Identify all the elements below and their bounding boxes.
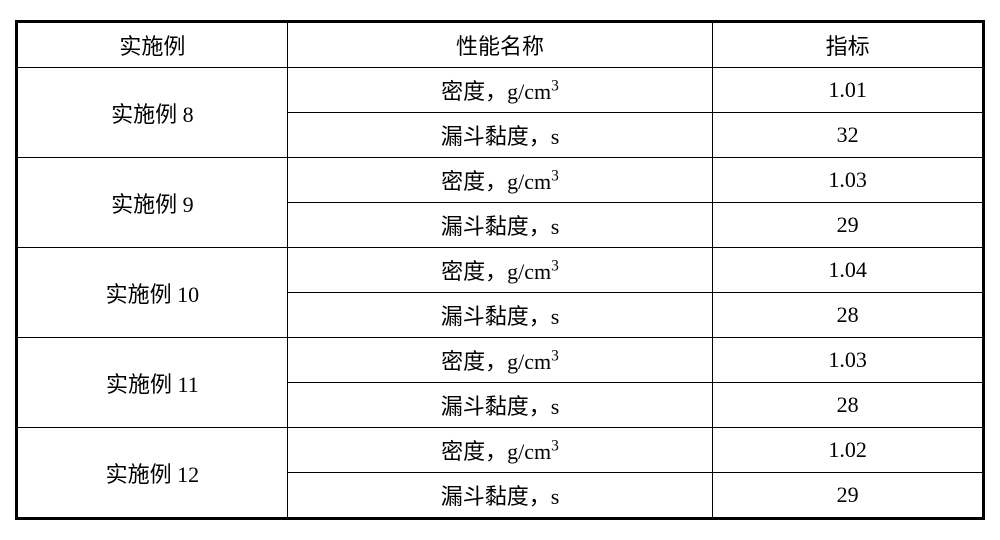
property-cell: 漏斗黏度，s — [287, 293, 712, 338]
value-cell: 29 — [713, 203, 984, 248]
table-row: 实施例 10 密度，g/cm3 1.04 — [17, 248, 984, 293]
value-cell: 1.03 — [713, 338, 984, 383]
property-cell: 密度，g/cm3 — [287, 428, 712, 473]
property-cell: 密度，g/cm3 — [287, 158, 712, 203]
property-cell: 漏斗黏度，s — [287, 473, 712, 519]
example-cell: 实施例 11 — [17, 338, 288, 428]
property-cell: 密度，g/cm3 — [287, 248, 712, 293]
example-cell: 实施例 12 — [17, 428, 288, 519]
table-header-row: 实施例 性能名称 指标 — [17, 22, 984, 68]
value-cell: 1.04 — [713, 248, 984, 293]
example-cell: 实施例 8 — [17, 68, 288, 158]
value-cell: 1.02 — [713, 428, 984, 473]
property-cell: 密度，g/cm3 — [287, 338, 712, 383]
example-cell: 实施例 10 — [17, 248, 288, 338]
value-cell: 28 — [713, 383, 984, 428]
table-row: 实施例 12 密度，g/cm3 1.02 — [17, 428, 984, 473]
value-cell: 1.03 — [713, 158, 984, 203]
value-cell: 32 — [713, 113, 984, 158]
table-body: 实施例 性能名称 指标 实施例 8 密度，g/cm3 1.01 漏斗黏度，s 3… — [17, 22, 984, 519]
example-cell: 实施例 9 — [17, 158, 288, 248]
col-header-example: 实施例 — [17, 22, 288, 68]
table-row: 实施例 11 密度，g/cm3 1.03 — [17, 338, 984, 383]
col-header-value: 指标 — [713, 22, 984, 68]
table-row: 实施例 8 密度，g/cm3 1.01 — [17, 68, 984, 113]
value-cell: 29 — [713, 473, 984, 519]
property-cell: 漏斗黏度，s — [287, 383, 712, 428]
property-cell: 漏斗黏度，s — [287, 113, 712, 158]
value-cell: 28 — [713, 293, 984, 338]
col-header-property: 性能名称 — [287, 22, 712, 68]
data-table: 实施例 性能名称 指标 实施例 8 密度，g/cm3 1.01 漏斗黏度，s 3… — [15, 20, 985, 520]
property-cell: 密度，g/cm3 — [287, 68, 712, 113]
property-cell: 漏斗黏度，s — [287, 203, 712, 248]
value-cell: 1.01 — [713, 68, 984, 113]
table-row: 实施例 9 密度，g/cm3 1.03 — [17, 158, 984, 203]
